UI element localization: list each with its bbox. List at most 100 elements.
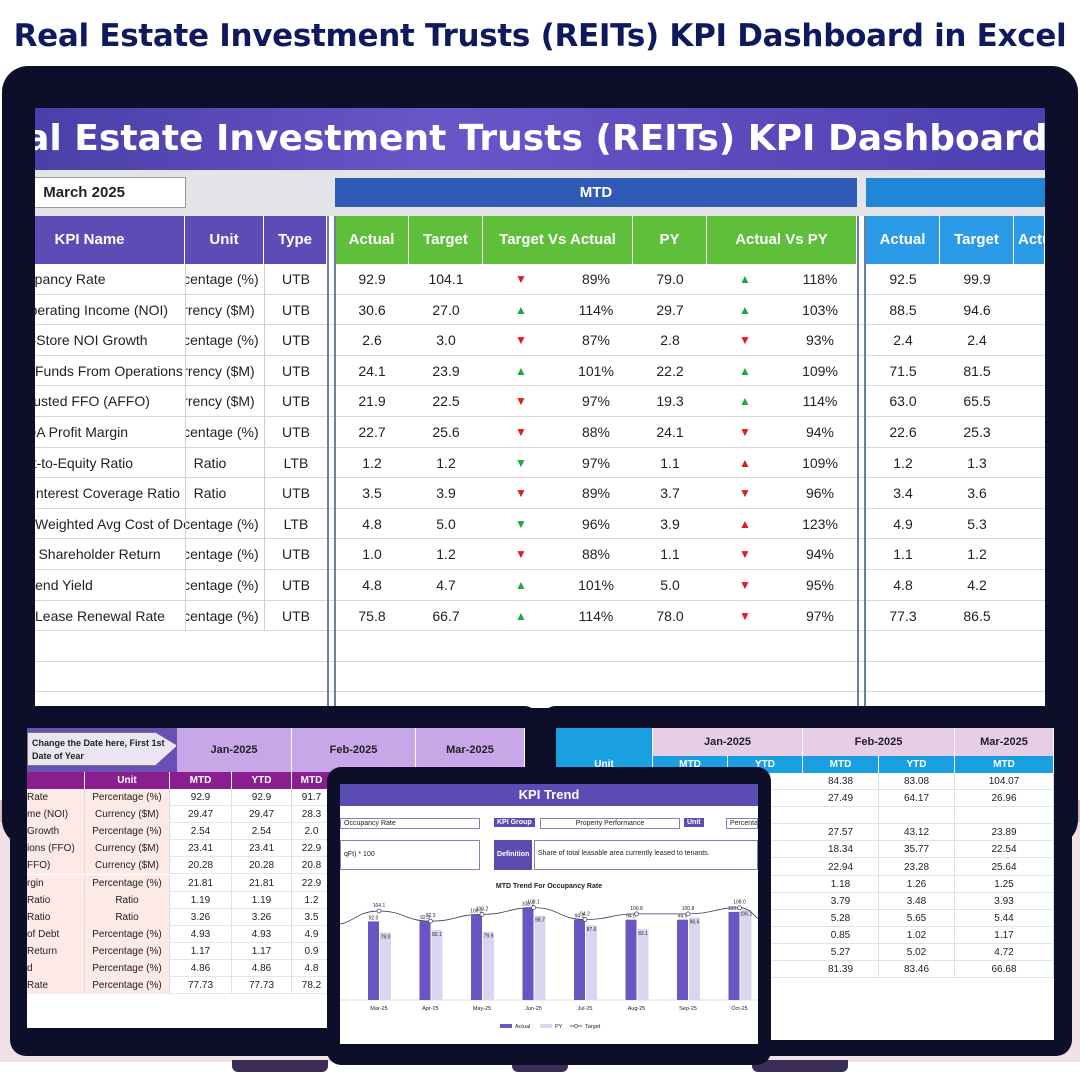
target-cell: 1.2 [436,546,456,563]
value-cell: 1.17 [232,942,292,960]
unit-header: Unit [85,772,170,789]
actual-vs-py-cell: 93% [805,332,835,349]
value-cell: 20.28 [232,857,292,875]
value-cell: 27.57 [803,824,879,842]
kpi-name-cell: Adjusted FFO (AFFO) [35,393,150,410]
unit-cell: Percentage (%) [85,977,170,995]
kpi-name-cell: Debt-to-Equity Ratio [35,454,134,471]
target-vs-actual-cell: 101% [578,362,614,379]
kpi-name-cell: Weighted Avg Cost of Debt [35,515,185,532]
header-py: PY [633,216,707,264]
ytd-actual-cell: 92.5 [889,271,917,287]
ytd-header: YTD [232,772,292,789]
kpi-group-label: KPI Group [494,818,535,827]
x-tick-label: Jun-25 [525,1006,542,1012]
ytd-actual-cell: 4.8 [893,576,913,593]
value-cell: 21.81 [232,874,292,892]
data-row: Ratio Ratio 3.26 3.26 3.5 [27,908,525,926]
target-point [479,912,485,917]
value-cell: 18.34 [803,841,879,859]
mtd-section-header: MTD [335,178,857,207]
value-cell: 23.89 [955,824,1054,842]
actual-vs-py-cell: 94% [805,546,835,563]
target-label: 100.8 [682,906,695,912]
divider [334,216,336,708]
data-row: Growth Percentage (%) 2.54 2.54 2.0 [27,823,525,841]
value-cell: 5.28 [803,909,879,927]
value-cell: 4.72 [955,944,1054,961]
value-cell: 1.17 [170,942,232,960]
value-cell: 91.7 [292,789,332,806]
value-cell: 22.54 [955,841,1054,859]
value-cell: 3.5 [292,908,332,926]
actual-cell: 22.7 [358,423,386,440]
arrow-down-icon: ▼ [515,424,527,439]
target-point [428,918,433,924]
unit-cell: Currency ($M) [185,386,264,417]
ytd-actual-cell: 2.4 [893,332,913,349]
laptop-foot [512,1062,568,1072]
mtd-trend-chart: MTD Trend For Occupancy Rate 92.0 79.0 Mar-… [340,883,758,1030]
py-cell: 3.9 [660,515,680,532]
target-cell: 4.7 [436,576,456,593]
target-point [685,911,691,917]
value-cell: 20.28 [170,857,232,875]
value-cell: 77.73 [170,977,232,995]
py-label: 96.6 [690,919,700,925]
data-row: Rate Percentage (%) 92.9 92.9 91.7 [27,789,525,806]
py-cell: 3.7 [660,485,680,502]
actual-vs-py-cell: 118% [802,271,838,287]
main-dashboard-screen: Real Estate Investment Trusts (REITs) KP… [35,108,1045,708]
target-label: 108.0 [733,900,746,906]
py-label: 82.1 [432,932,442,938]
arrow-up-icon: ▲ [739,394,751,409]
actual-cell: 30.6 [358,301,386,318]
bar-actual [471,914,482,1000]
unit-cell: Currency ($M) [85,857,170,875]
unit-cell: Percentage (%) [85,823,170,841]
value-cell: 66.68 [955,961,1054,979]
actual-cell: 2.6 [362,332,382,349]
table-row: Lease Renewal Rate Percentage (%)UTB 75.8 6… [35,600,1045,632]
unit-cell: Ratio [85,908,170,926]
value-cell: 4.86 [232,960,292,977]
x-tick-label: Oct-25 [731,1006,748,1012]
py-cell: 2.8 [660,332,680,349]
definition-label: Definition [494,840,533,870]
table-row: Same-Store NOI Growth Percentage (%)UTB 2.… [35,325,1045,356]
target-cell: 1.2 [436,454,456,471]
date-note: Change the Date here, First 1st Date of … [27,732,177,766]
kpi-selector[interactable]: Occupancy Rate [340,818,480,829]
ytd-actual-cell: 1.2 [893,454,913,471]
unit-cell: Percentage (%) [85,960,170,977]
target-label: 94.2 [580,912,590,918]
value-cell: 27.49 [803,790,879,808]
month-header: Jan-2025 [653,728,803,756]
ytd-actual-cell: 4.9 [893,515,913,532]
py-cell: 19.3 [656,393,684,410]
target-vs-actual-cell: 114% [578,301,614,318]
kpi-name-cell: Net Operating Income (NOI) [35,301,169,318]
value-cell: 3.26 [232,908,292,926]
target-vs-actual-cell: 114% [578,607,614,624]
actual-cell: 1.0 [362,546,382,563]
legend-py: PY [555,1024,563,1030]
ytd-actual-cell: 3.4 [893,485,913,502]
ytd-actual-cell: 63.0 [889,393,917,410]
date-selector[interactable]: March 2025 [35,177,186,208]
name-header [27,772,85,789]
kpi-name-cell: of Debt [27,925,85,943]
ytd-target-cell: 4.2 [967,576,987,593]
py-label: 98.7 [535,918,545,924]
actual-vs-py-cell: 103% [802,301,838,318]
data-row: of Debt Percentage (%) 4.93 4.93 4.9 [27,925,525,943]
unit-cell: Percentage (%) [185,539,264,570]
arrow-up-icon: ▲ [739,302,751,317]
month-header: Mar-2025 [416,728,525,772]
actual-label: 103.1 [728,906,741,912]
ytd-target-cell: 65.5 [963,393,991,410]
py-cell: 29.7 [656,301,684,318]
value-cell: 22.94 [803,858,879,876]
ytd-target-cell: 99.9 [963,271,991,287]
target-cell: 3.0 [436,332,456,349]
